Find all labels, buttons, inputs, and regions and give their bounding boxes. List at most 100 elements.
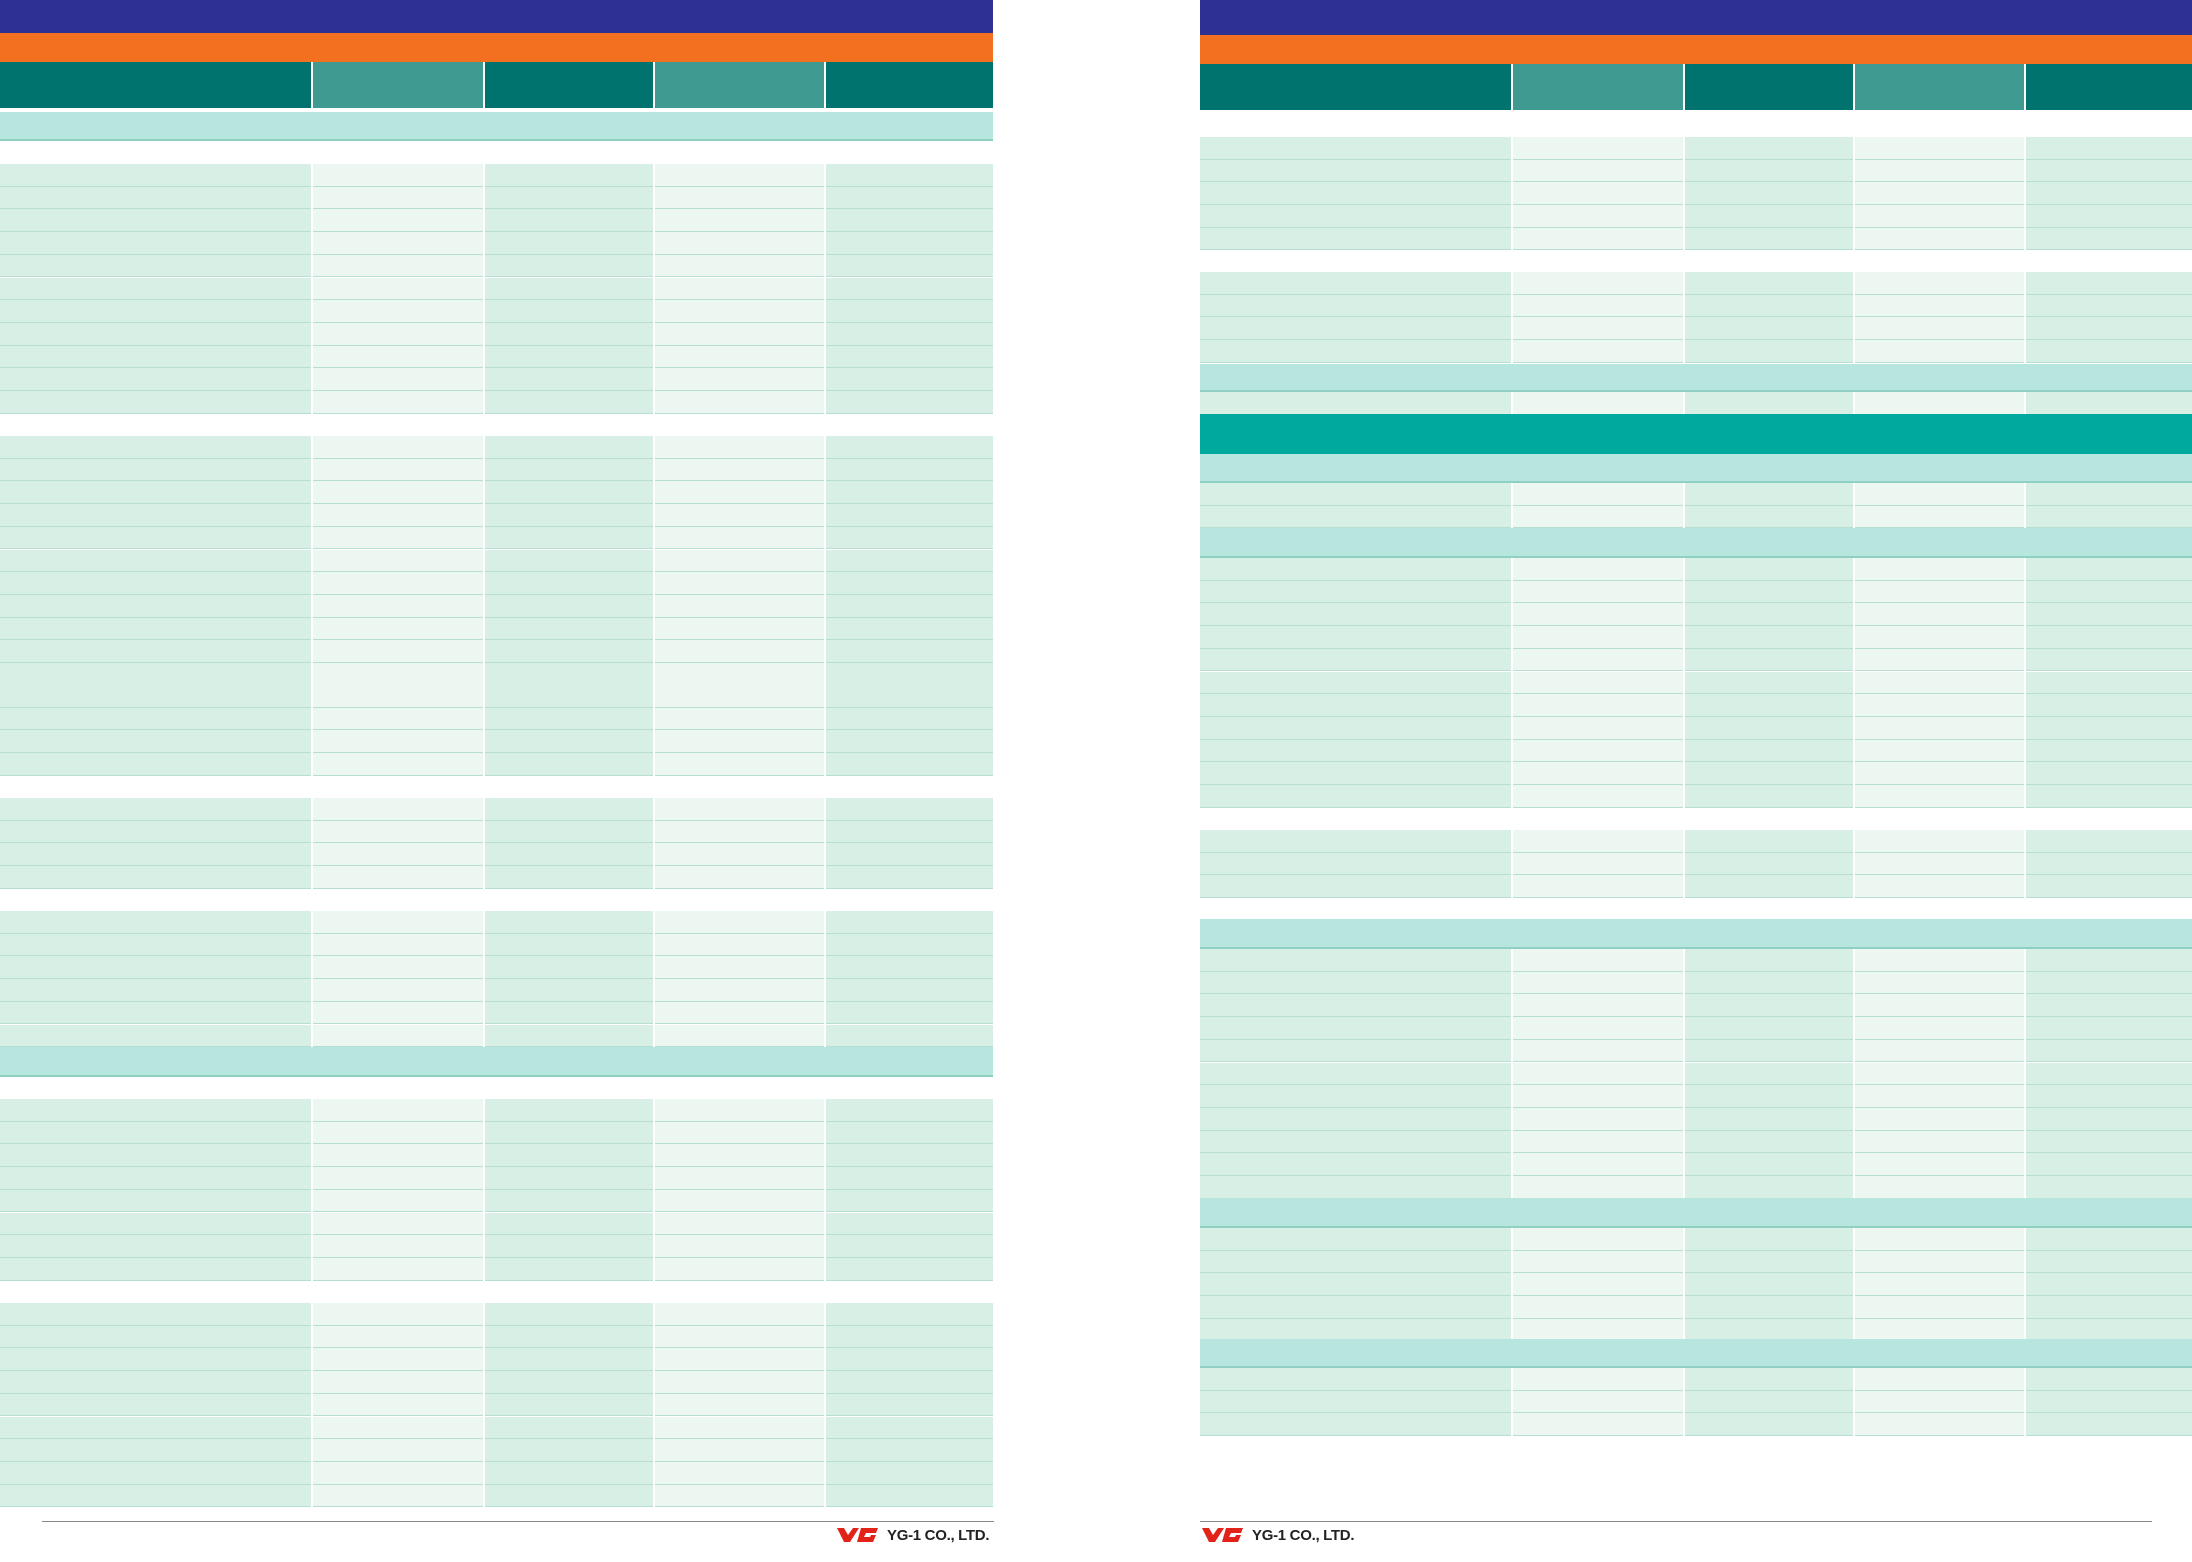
table-cell [655,549,824,573]
table-row [0,1484,993,1508]
table-cell [1855,1107,2024,1131]
table-cell [655,979,824,1002]
table-cell [826,820,993,844]
table-cell [0,911,311,934]
table-cell [0,843,311,867]
table-row [0,1121,993,1145]
table-cell [2026,392,2192,415]
table-cell [826,1484,993,1508]
table-cell [1513,558,1683,581]
table-cell [313,391,483,414]
table-cell [1513,716,1683,740]
table-cell [313,504,483,527]
table-row [1200,648,2192,672]
table-cell [1513,739,1683,763]
table-cell [655,730,824,754]
table-cell [655,685,824,708]
table-cell [485,1212,653,1236]
table-cell [1855,1085,2024,1108]
table-cell [313,481,483,505]
table-cell [0,617,311,641]
table-cell [1685,603,1853,627]
table-row [0,820,993,844]
table-cell [2026,694,2192,717]
table-cell [313,526,483,550]
table-cell [485,640,653,663]
table-cell [485,1303,653,1326]
table-cell [826,1303,993,1326]
table-cell [1855,483,2024,506]
table-row [0,481,993,505]
table-cell [1513,1062,1683,1086]
table-cell [485,504,653,527]
table-row [0,1348,993,1372]
table-cell [655,1416,824,1440]
table-cell [1200,1273,1511,1297]
table-cell [1685,694,1853,717]
table-cell [655,458,824,482]
table-cell [485,526,653,550]
table-cell [1513,392,1683,415]
table-row [0,322,993,346]
table-cell [485,1371,653,1394]
table-row [1200,392,2192,415]
table-cell [0,481,311,505]
table-cell [0,1121,311,1145]
table-header-cell [485,62,653,108]
table-row [1200,294,2192,318]
table-cell [1513,1413,1683,1437]
table-cell [0,436,311,459]
table-cell [1200,392,1511,415]
table-cell [485,1001,653,1025]
table-cell [826,254,993,278]
table-cell [1513,1296,1683,1319]
table-cell [2026,1390,2192,1414]
table-cell [313,933,483,957]
table-cell [2026,1228,2192,1251]
table-row [1200,852,2192,876]
table-cell [2026,1296,2192,1319]
table-cell [1855,875,2024,899]
table-cell [1200,317,1511,341]
table-cell [1855,1153,2024,1176]
table-cell [1855,137,2024,160]
table-cell [655,481,824,505]
table-cell [313,277,483,301]
table-row [1200,994,2192,1018]
table-cell [1685,1062,1853,1086]
table-cell [1513,580,1683,604]
table-cell [313,368,483,391]
right-page [1200,0,2192,1562]
table-cell [0,1461,311,1485]
table-row [1200,1085,2192,1108]
table-row [0,254,993,278]
table-cell [313,164,483,187]
table-cell [655,1348,824,1372]
table-cell [2026,762,2192,785]
table-cell [0,300,311,323]
table-cell [0,1439,311,1462]
table-cell [2026,626,2192,649]
table-cell [0,798,311,821]
table-cell [1685,994,1853,1018]
table-cell [1200,785,1511,808]
table-cell [1513,272,1683,295]
table-cell [1200,739,1511,763]
table-cell [485,1144,653,1168]
table-cell [313,753,483,776]
table-cell [0,322,311,346]
table-row [1200,875,2192,899]
table-cell [655,1439,824,1462]
table-row [1200,830,2192,853]
table-cell [655,1325,824,1349]
table-cell [1513,182,1683,206]
table-row [0,232,993,255]
table-cell [1200,875,1511,899]
table-row [1200,227,2192,251]
table-cell [1685,949,1853,972]
table-cell [0,933,311,957]
table-row [0,1144,993,1168]
table-cell [1513,340,1683,363]
table-cell [1513,483,1683,506]
table-cell [826,345,993,369]
